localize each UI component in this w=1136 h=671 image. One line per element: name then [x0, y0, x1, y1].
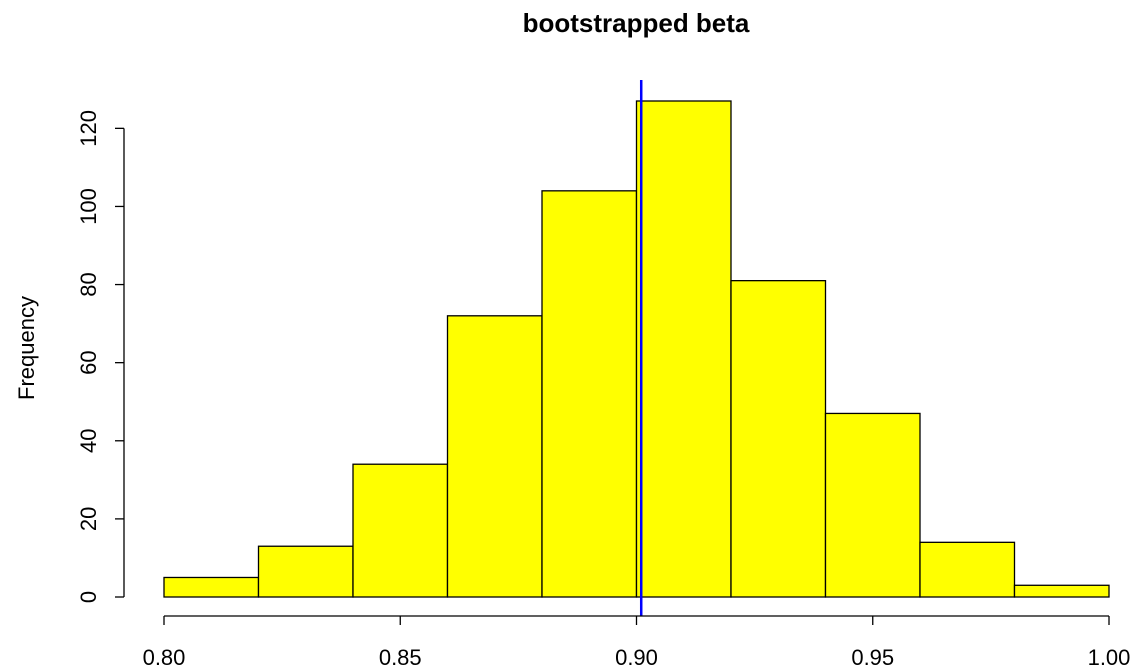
histogram-bar: [446, 315, 543, 598]
y-tick-label: 60: [76, 350, 101, 374]
x-tick-label: 0.85: [379, 645, 422, 670]
x-tick-label: 0.90: [615, 645, 658, 670]
chart-title: bootstrapped beta: [523, 8, 750, 38]
y-tick-label: 100: [76, 188, 101, 225]
y-axis: 0 20 40 60 80 100 120: [76, 110, 125, 603]
histogram-bar: [824, 412, 921, 598]
histogram-bar: [635, 100, 732, 598]
bars-group: [163, 100, 1110, 598]
x-tick-label: 0.95: [851, 645, 894, 670]
y-tick-label: 0: [76, 591, 101, 603]
histogram-bar: [352, 463, 449, 598]
histogram-bar: [257, 545, 354, 598]
y-tick-label: 120: [76, 110, 101, 147]
histogram-bar: [163, 576, 260, 598]
histogram-bar: [1013, 584, 1110, 598]
x-axis: 0.80 0.85 0.90 0.95 1.00: [143, 615, 1131, 670]
y-axis-label: Frequency: [14, 296, 39, 400]
y-tick-label: 40: [76, 429, 101, 453]
x-tick-label: 0.80: [143, 645, 186, 670]
y-tick-label: 80: [76, 272, 101, 296]
y-tick-label: 20: [76, 507, 101, 531]
histogram-bar: [541, 190, 638, 598]
histogram-bar: [730, 280, 827, 598]
histogram-bar: [919, 541, 1016, 598]
x-tick-label: 1.00: [1088, 645, 1131, 670]
